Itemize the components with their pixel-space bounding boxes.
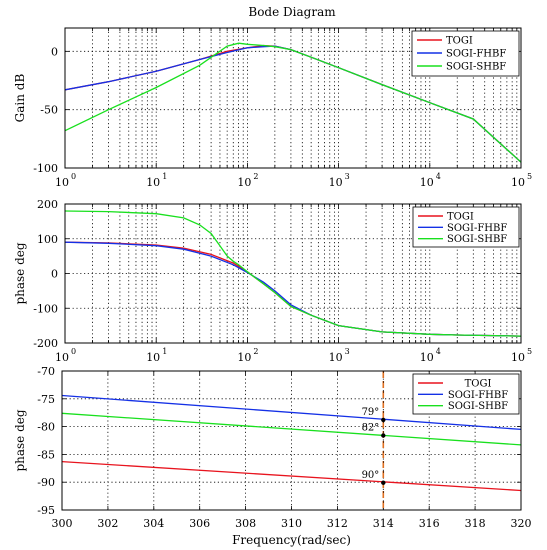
x-tick-label: 320 <box>511 517 532 530</box>
phase-zoom-panel: 79° 82° 90° -95 -90 -85 -80 -75 -70 300 302 304 306 3… <box>13 365 532 547</box>
x-tick-exponent: 2 <box>253 347 258 356</box>
x-tick-label: 308 <box>235 517 256 530</box>
annotation-label: 90° <box>362 470 380 481</box>
y-tick-label: 0 <box>51 45 58 58</box>
x-tick-exponent: 4 <box>436 347 441 356</box>
legend: TOGI SOGI-FHBF SOGI-SHBF <box>411 30 520 77</box>
plot-frame <box>64 203 522 344</box>
y-axis-label: phase deg <box>13 242 27 304</box>
x-tick-label: 318 <box>465 517 486 530</box>
x-tick-label: 10 <box>420 176 434 189</box>
y-tick-label: 0 <box>51 268 58 281</box>
x-tick-label: 10 <box>146 351 160 364</box>
y-tick-label: -95 <box>37 504 55 517</box>
x-tick-label: 10 <box>511 176 525 189</box>
x-tick-exponent: 4 <box>436 172 441 181</box>
legend-label: TOGI <box>447 212 474 223</box>
legend-label: SOGI-SHBF <box>446 62 506 73</box>
series-line-sogi-shbf <box>65 210 521 337</box>
y-tick-label: -70 <box>37 365 55 378</box>
y-tick-label: -80 <box>37 421 55 434</box>
x-tick-exponent: 0 <box>71 172 76 181</box>
x-tick-label: 10 <box>55 351 69 364</box>
x-tick-label: 302 <box>97 517 118 530</box>
legend-label: SOGI-FHBF <box>448 390 508 401</box>
y-axis-label: phase deg <box>13 409 27 471</box>
x-tick-label: 310 <box>281 517 302 530</box>
y-tick-label: -85 <box>37 448 55 461</box>
x-tick-label: 316 <box>419 517 440 530</box>
x-tick-label: 10 <box>511 351 525 364</box>
x-tick-label: 10 <box>420 351 434 364</box>
x-tick-label: 314 <box>373 517 394 530</box>
series-line-sogi-fhbf <box>65 241 521 337</box>
y-tick-label: -90 <box>37 476 55 489</box>
series-line-togi <box>65 241 521 337</box>
series-line-togi <box>62 460 521 492</box>
x-tick-label: 306 <box>189 517 210 530</box>
marker-point <box>381 417 386 423</box>
x-tick-exponent: 5 <box>527 347 532 356</box>
x-tick-exponent: 1 <box>162 347 167 356</box>
legend-label: TOGI <box>465 379 492 390</box>
series-line-sogi-shbf <box>62 412 521 446</box>
y-tick-label: 100 <box>37 233 58 246</box>
x-axis-label: Frequency(rad/sec) <box>232 533 351 547</box>
y-tick-label: -200 <box>33 337 58 350</box>
y-tick-label: -50 <box>40 104 58 117</box>
x-tick-exponent: 3 <box>345 172 350 181</box>
x-tick-exponent: 5 <box>527 172 532 181</box>
series-line-sogi-fhbf <box>62 394 521 431</box>
y-tick-label: 200 <box>37 198 58 211</box>
x-tick-exponent: 0 <box>71 347 76 356</box>
figure-title: Bode Diagram <box>248 5 336 19</box>
annotation-label: 82° <box>362 422 380 433</box>
plot-frame <box>64 27 522 169</box>
x-tick-label: 300 <box>52 517 73 530</box>
marker-point <box>381 480 386 485</box>
x-tick-label: 10 <box>329 351 343 364</box>
legend-label: TOGI <box>446 36 473 47</box>
y-tick-label: -100 <box>33 302 58 315</box>
annotation-label: 79° <box>362 407 380 418</box>
x-tick-label: 10 <box>55 176 69 189</box>
x-tick-label: 10 <box>146 176 160 189</box>
legend-label: SOGI-SHBF <box>448 401 508 412</box>
legend-label: SOGI-SHBF <box>447 234 507 245</box>
y-axis-label: Gain dB <box>13 74 27 123</box>
series-line-sogi-shbf <box>65 42 521 163</box>
y-tick-label: -100 <box>33 162 58 175</box>
marker-point <box>381 433 386 438</box>
y-tick-label: -75 <box>37 393 55 406</box>
x-tick-label: 10 <box>329 176 343 189</box>
x-tick-exponent: 1 <box>162 172 167 181</box>
x-tick-exponent: 3 <box>345 347 350 356</box>
legend-label: SOGI-FHBF <box>447 223 507 234</box>
x-tick-label: 312 <box>327 517 348 530</box>
x-tick-exponent: 2 <box>253 172 258 181</box>
plot-frame <box>61 370 522 511</box>
x-tick-label: 10 <box>237 176 251 189</box>
legend-label: SOGI-FHBF <box>446 49 506 60</box>
x-tick-label: 304 <box>143 517 164 530</box>
x-tick-label: 10 <box>237 351 251 364</box>
